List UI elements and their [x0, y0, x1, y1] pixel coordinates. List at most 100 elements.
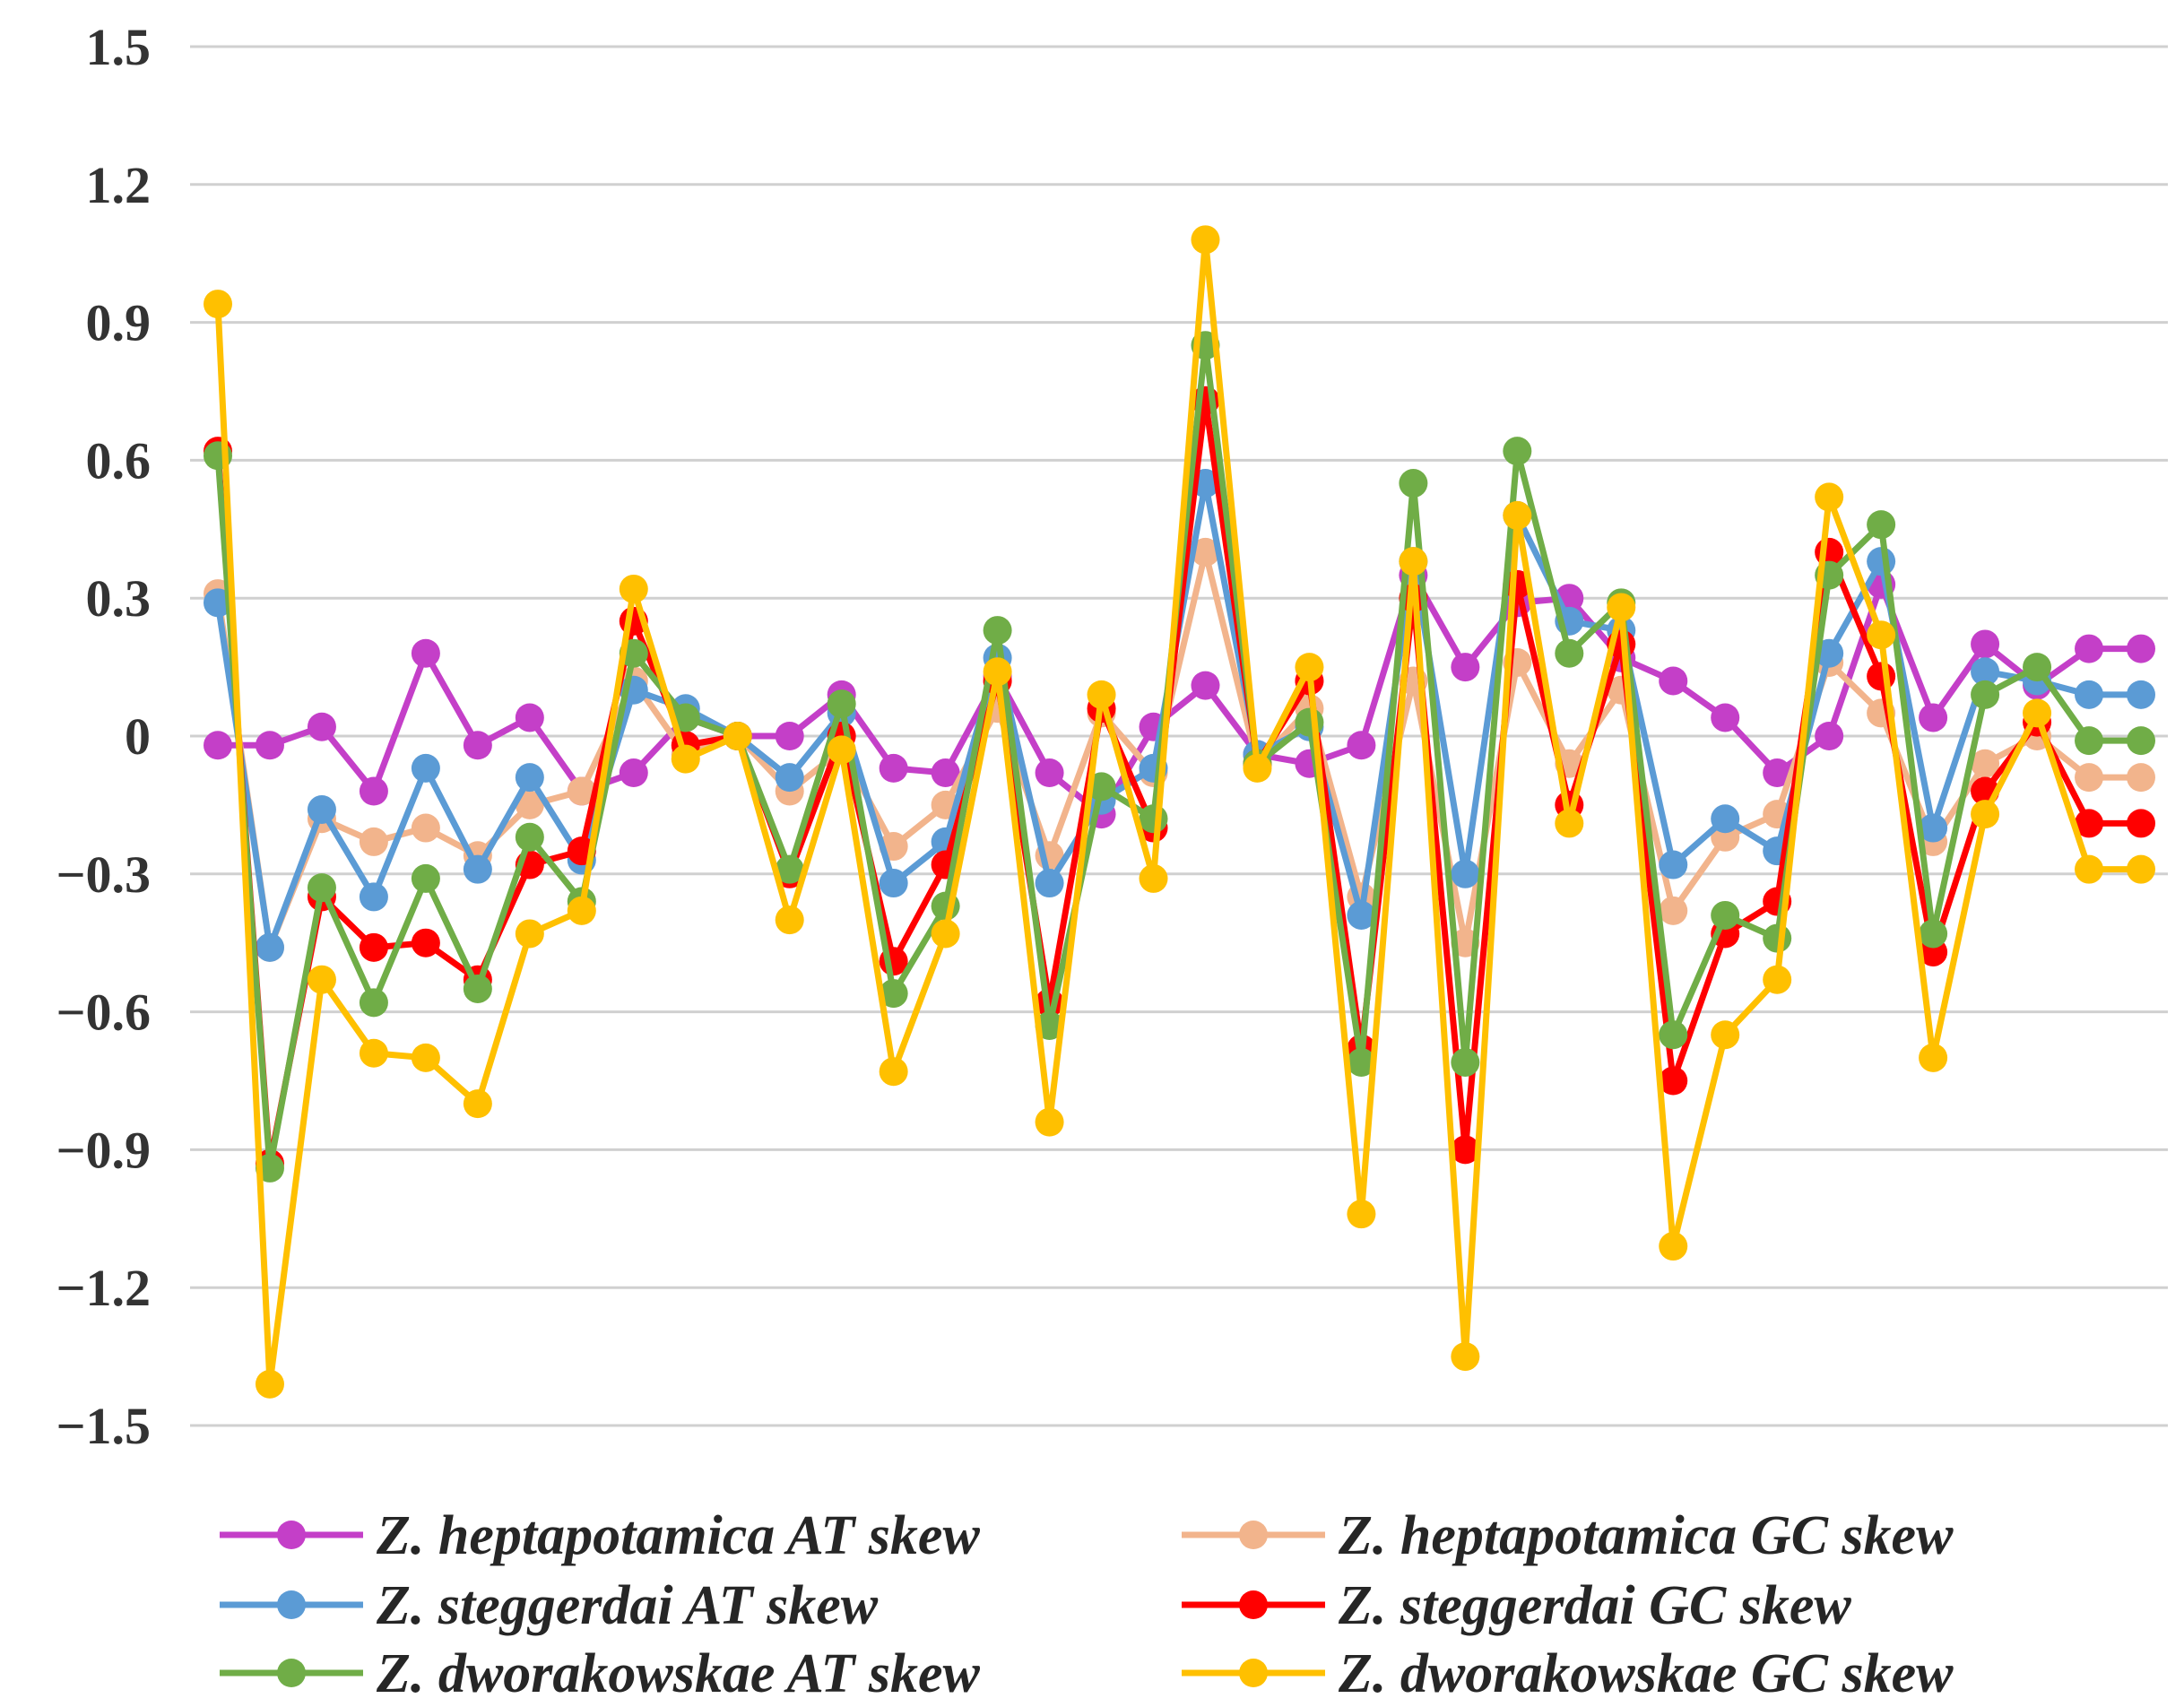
data-point [1607, 593, 1636, 622]
data-point [567, 896, 596, 925]
data-point [359, 932, 388, 962]
legend-swatch-marker [277, 1659, 306, 1687]
data-point [359, 882, 388, 912]
legend-label: Z. dworakowskae GC skew [1338, 1643, 1954, 1704]
data-point [983, 616, 1012, 646]
y-tick-label: 0.3 [86, 569, 152, 628]
legend-swatch-marker [1239, 1521, 1268, 1549]
data-point [1711, 900, 1740, 930]
data-point [1815, 722, 1844, 750]
y-tick-label: −0.9 [56, 1121, 151, 1179]
y-tick-label: 1.2 [86, 156, 152, 214]
data-point [1347, 1047, 1376, 1077]
data-point [1399, 547, 1428, 576]
y-tick-label: 0.6 [86, 431, 152, 490]
data-point [2127, 809, 2155, 838]
data-point [463, 1089, 492, 1119]
y-tick-label: −0.6 [56, 983, 151, 1042]
data-point [1867, 620, 1896, 650]
data-point [1763, 965, 1792, 994]
y-tick-label: 0.9 [86, 294, 152, 352]
series-lines [204, 225, 2155, 1399]
data-point [619, 574, 648, 603]
data-point [463, 974, 492, 1003]
legend-label: Z. heptapotamica AT skew [376, 1505, 980, 1566]
y-tick-label: 0 [125, 707, 151, 766]
data-point [1971, 657, 2000, 687]
data-point [2075, 726, 2104, 756]
data-point [307, 712, 336, 741]
data-point [1763, 923, 1792, 953]
data-point [1659, 1020, 1688, 1050]
data-point [1711, 1020, 1740, 1050]
series-line [214, 397, 2141, 1167]
data-point [1815, 482, 1844, 512]
data-point [2075, 763, 2104, 793]
data-point [1659, 666, 1688, 696]
y-tick-label: 1.5 [86, 18, 152, 76]
data-point [931, 758, 960, 788]
data-point [1659, 850, 1688, 879]
data-point [1451, 859, 1480, 888]
data-point [411, 753, 440, 783]
data-point [307, 873, 336, 903]
data-point [2127, 763, 2155, 793]
data-point [1867, 547, 1896, 576]
data-point [515, 822, 544, 852]
data-point [1659, 896, 1688, 925]
data-point [515, 763, 544, 793]
data-point [463, 731, 492, 760]
data-point [1191, 537, 1220, 567]
data-point [515, 919, 544, 949]
data-point [204, 290, 232, 319]
data-point [1191, 671, 1220, 700]
legend-item: Z. steggerdai GC skew [1182, 1575, 1851, 1636]
data-point [463, 854, 492, 884]
data-point [1451, 653, 1480, 682]
data-point [827, 735, 856, 765]
data-point [1919, 703, 1948, 732]
data-point [1971, 629, 2000, 659]
data-point [879, 1057, 908, 1087]
data-point [1971, 680, 2000, 709]
legend-item: Z. heptapotamica AT skew [220, 1505, 980, 1566]
data-point [411, 813, 440, 843]
data-point [1711, 703, 1740, 732]
data-point [879, 869, 908, 898]
data-point [411, 928, 440, 957]
data-point [723, 722, 752, 750]
data-point [1659, 1066, 1688, 1096]
data-point [1035, 869, 1064, 898]
data-point [1971, 749, 2000, 778]
data-point [1919, 813, 1948, 843]
data-point [1503, 500, 1532, 530]
data-point [1763, 758, 1792, 788]
data-point [619, 758, 648, 788]
series-line [214, 236, 2141, 1388]
series-group [204, 225, 2155, 1399]
data-point [1139, 863, 1168, 893]
data-point [1659, 1232, 1688, 1261]
data-point [1295, 653, 1324, 682]
data-point [827, 689, 856, 719]
legend-swatch-marker [277, 1521, 306, 1549]
data-point [775, 722, 804, 750]
data-point [2127, 680, 2155, 709]
data-point [255, 1369, 284, 1399]
data-point [1919, 1043, 1948, 1072]
data-point [2127, 854, 2155, 884]
data-point [359, 827, 388, 856]
data-point [307, 795, 336, 825]
data-point [775, 854, 804, 884]
data-point [2023, 698, 2052, 728]
data-point [255, 932, 284, 962]
y-tick-label: −1.5 [56, 1397, 151, 1455]
data-point [1451, 1135, 1480, 1165]
data-point [359, 1038, 388, 1068]
legend-label: Z. heptapotamica GC skew [1338, 1505, 1954, 1566]
data-point [1035, 1107, 1064, 1137]
data-point [775, 905, 804, 935]
legend-swatch-marker [1239, 1590, 1268, 1619]
legend-swatch-marker [277, 1590, 306, 1619]
data-point [515, 703, 544, 732]
